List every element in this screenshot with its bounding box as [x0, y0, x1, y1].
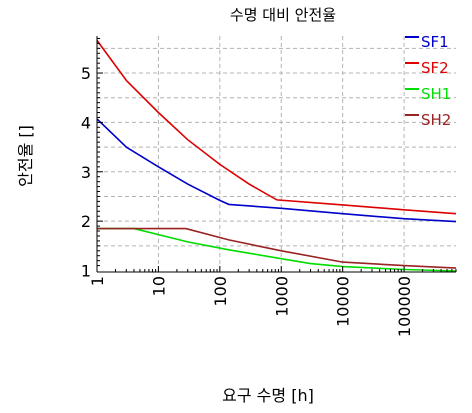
x-tick-label: 1000 — [272, 276, 291, 317]
x-tick-label: 10000 — [334, 276, 353, 327]
x-axis-label: 요구 수명 [h] — [222, 386, 314, 405]
y-tick-label: 5 — [81, 64, 91, 83]
series-line-sh1 — [97, 227, 457, 272]
grid — [97, 36, 456, 272]
series-line-sf1 — [96, 118, 457, 223]
legend-label: SF2 — [421, 59, 449, 77]
x-tick-label: 10 — [149, 276, 168, 296]
y-tick-label: 3 — [81, 163, 91, 182]
legend: SF1 SF2 SH1 SH2 — [405, 33, 451, 129]
axes — [96, 36, 456, 273]
series-lines — [96, 39, 457, 272]
x-tick-label: 100 — [211, 276, 230, 307]
y-tick-label: 2 — [81, 212, 91, 231]
tick-labels: 1 10 100 1000 10000 100000 1 2 3 4 5 — [81, 37, 457, 337]
y-axis-label: 안전율 [] — [16, 125, 35, 187]
series-line-sf2 — [96, 39, 457, 215]
legend-label: SH1 — [421, 85, 451, 103]
series-line-sh2 — [97, 227, 457, 269]
x-tick-label: 100000 — [395, 276, 414, 337]
y-tick-label: 4 — [81, 113, 91, 132]
y-tick-label: 1 — [81, 262, 91, 281]
chart-title: 수명 대비 안전율 — [230, 6, 336, 24]
legend-label: SH2 — [421, 111, 451, 129]
legend-label: SF1 — [421, 33, 449, 51]
x-tick-label: 1 — [88, 276, 107, 286]
